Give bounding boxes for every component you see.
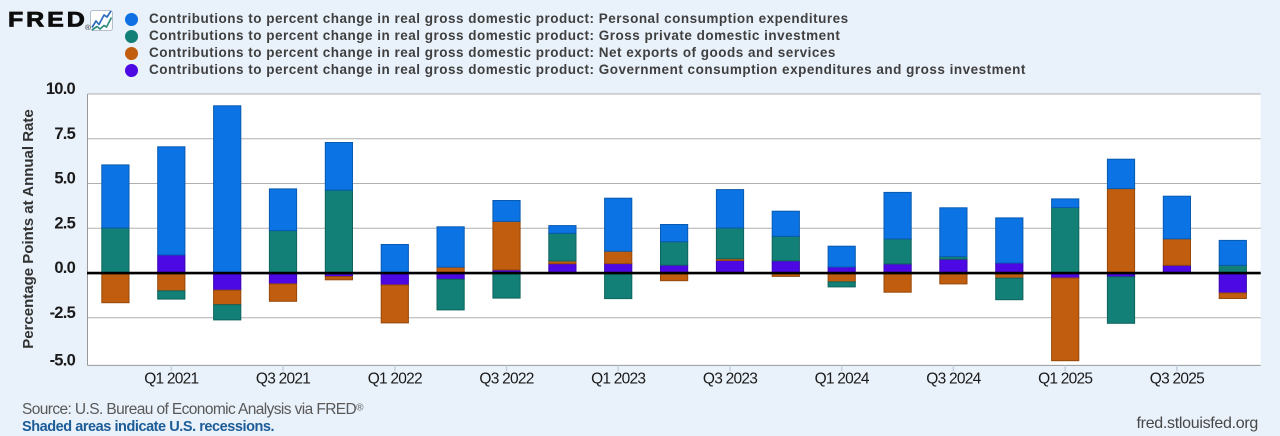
svg-text:Q1 2025: Q1 2025 [1038, 371, 1092, 388]
svg-text:Q1 2021: Q1 2021 [144, 371, 198, 388]
svg-text:Percentage Points at Annual Ra: Percentage Points at Annual Rate [20, 109, 37, 349]
svg-text:2.5: 2.5 [54, 214, 75, 232]
svg-text:-5.0: -5.0 [50, 351, 76, 369]
svg-text:Q3 2024: Q3 2024 [926, 371, 981, 388]
svg-text:-2.5: -2.5 [50, 304, 76, 322]
svg-text:Q3 2023: Q3 2023 [703, 371, 757, 388]
svg-text:7.5: 7.5 [54, 125, 75, 143]
svg-text:Q1 2022: Q1 2022 [368, 371, 422, 388]
svg-text:Q1 2023: Q1 2023 [591, 371, 645, 388]
svg-text:Q3 2025: Q3 2025 [1150, 371, 1204, 388]
svg-text:0.0: 0.0 [54, 259, 75, 277]
svg-text:Q1 2024: Q1 2024 [815, 371, 870, 388]
svg-text:10.0: 10.0 [46, 80, 76, 98]
svg-text:Q3 2022: Q3 2022 [479, 371, 533, 388]
svg-text:Q3 2021: Q3 2021 [256, 371, 310, 388]
svg-text:5.0: 5.0 [54, 170, 75, 188]
